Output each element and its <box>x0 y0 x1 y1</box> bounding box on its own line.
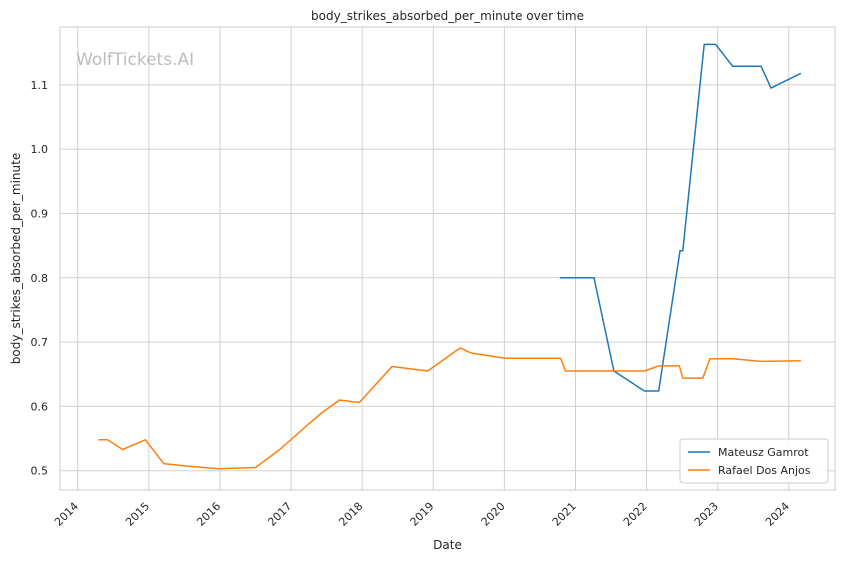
watermark-text: WolfTickets.AI <box>76 50 194 70</box>
y-tick-label: 0.8 <box>31 272 49 285</box>
legend: Mateusz Gamrot Rafael Dos Anjos <box>679 438 829 484</box>
y-tick-label: 0.9 <box>31 207 49 220</box>
legend-entry: Rafael Dos Anjos <box>718 464 811 477</box>
legend-entry: Mateusz Gamrot <box>718 446 809 459</box>
y-tick-label: 0.6 <box>31 400 49 413</box>
y-tick-label: 0.5 <box>31 465 49 478</box>
chart-title: body_strikes_absorbed_per_minute over ti… <box>311 9 584 23</box>
y-axis-label: body_strikes_absorbed_per_minute <box>9 153 23 364</box>
plot-area <box>60 27 835 490</box>
legend-box <box>679 438 829 484</box>
y-tick-label: 1.0 <box>31 143 49 156</box>
gridlines <box>60 27 835 490</box>
series-line-rafael-dos-anjos <box>98 347 801 470</box>
plot-frame <box>59 26 836 491</box>
y-tick-label: 1.1 <box>31 79 49 92</box>
y-tick-label: 0.7 <box>31 336 49 349</box>
x-axis-label: Date <box>433 538 462 552</box>
series-lines <box>98 43 802 470</box>
